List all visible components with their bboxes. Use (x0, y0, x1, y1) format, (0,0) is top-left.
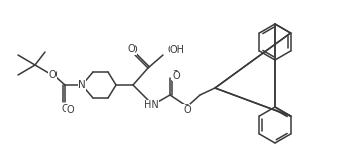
Text: O: O (127, 44, 135, 54)
Text: OH: OH (170, 45, 185, 55)
Text: O: O (49, 70, 57, 80)
Text: O: O (183, 105, 191, 115)
Text: HN: HN (143, 100, 157, 110)
Text: O: O (48, 70, 56, 80)
Text: N: N (78, 80, 86, 90)
Text: O: O (172, 71, 180, 81)
Text: O: O (171, 70, 179, 80)
Text: O: O (182, 104, 190, 114)
Text: O: O (129, 45, 137, 55)
Text: O: O (61, 104, 69, 114)
Text: HN: HN (144, 100, 158, 110)
Text: OH: OH (168, 45, 183, 55)
Text: O: O (66, 105, 74, 115)
